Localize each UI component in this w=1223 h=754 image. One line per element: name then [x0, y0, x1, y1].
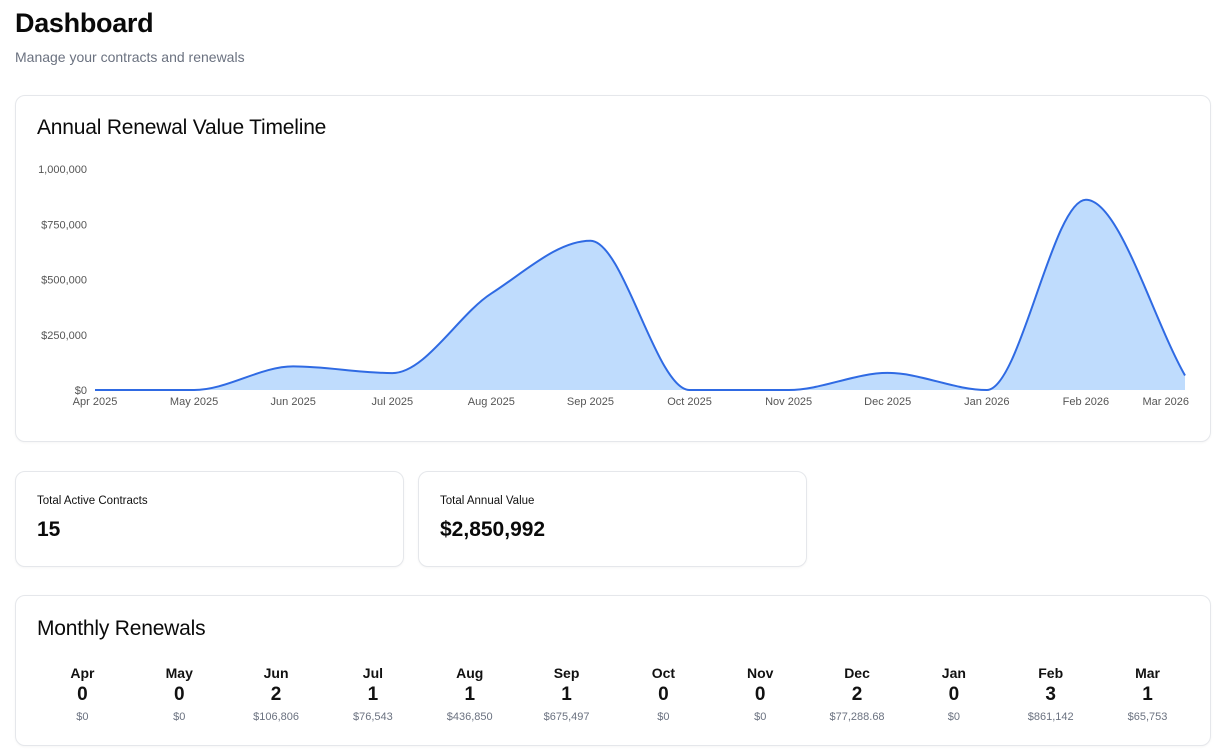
x-tick-label: Jun 2025 [271, 396, 316, 408]
x-tick-label: Sep 2025 [567, 396, 614, 408]
month-value: $0 [754, 711, 767, 723]
month-count: 0 [77, 684, 88, 705]
month-value: $0 [173, 711, 186, 723]
renewal-timeline-chart: $0 $250,000 $500,000 $750,000 1,000,000 Apr 2… [38, 164, 1189, 408]
x-tick-label: Mar 2026 [1143, 396, 1189, 408]
month-name: Jan [941, 665, 966, 681]
month-value: $675,497 [543, 711, 590, 723]
month-column: May 0 $0 [131, 665, 228, 724]
month-name: Nov [746, 665, 774, 681]
month-name: Sep [553, 665, 580, 681]
month-value: $0 [657, 711, 670, 723]
renewal-timeline-card: $0 $250,000 $500,000 $750,000 1,000,000 Apr 2… [15, 95, 1211, 442]
month-column: Jan 0 $0 [905, 665, 1002, 724]
month-name: Apr [70, 665, 95, 681]
total-annual-value-label: Total Annual Value [440, 495, 535, 507]
month-column: Oct 0 $0 [615, 665, 712, 724]
total-annual-value-card: Total Annual Value $2,850,992 [418, 471, 807, 567]
month-count: 1 [367, 684, 379, 705]
month-column: Dec 2 $77,288.68 [809, 665, 906, 724]
month-column: Jun 2 $106,806 [228, 665, 325, 724]
renewal-timeline-title: Annual Renewal Value Timeline [37, 116, 327, 139]
month-value: $77,288.68 [829, 711, 885, 723]
month-column: Aug 1 $436,850 [421, 665, 518, 724]
month-column: Apr 0 $0 [34, 665, 131, 724]
month-column: Sep 1 $675,497 [518, 665, 615, 724]
month-column: Jul 1 $76,543 [324, 665, 421, 724]
month-value: $0 [76, 711, 89, 723]
x-tick-label: Oct 2025 [667, 396, 712, 408]
monthly-renewals-row: Apr 0 $0 May 0 $0 Jun 2 $106,806 Jul 1 $… [34, 665, 1196, 724]
month-column: Nov 0 $0 [712, 665, 809, 724]
month-name: Jul [362, 665, 384, 681]
month-value: $861,142 [1027, 711, 1074, 723]
month-count: 1 [561, 684, 572, 705]
month-column: Feb 3 $861,142 [1002, 665, 1099, 724]
x-tick-label: Dec 2025 [864, 396, 911, 408]
month-count: 1 [464, 684, 476, 705]
month-count: 2 [270, 684, 282, 705]
monthly-renewals-title: Monthly Renewals [37, 617, 206, 640]
month-value: $76,543 [353, 711, 393, 723]
y-tick-label: 1,000,000 [38, 164, 87, 176]
renewal-series-line [94, 198, 1186, 392]
month-count: 2 [851, 684, 863, 705]
page-title: Dashboard [15, 8, 154, 38]
y-tick-label: $0 [75, 385, 87, 397]
month-value: $65,753 [1127, 711, 1168, 723]
month-name: Aug [456, 665, 484, 681]
month-count: 3 [1045, 684, 1056, 705]
total-active-contracts-value: 15 [37, 518, 61, 541]
x-tick-label: Apr 2025 [73, 396, 118, 408]
month-count: 0 [658, 684, 669, 705]
total-active-contracts-label: Total Active Contracts [37, 495, 148, 507]
month-value: $106,806 [253, 711, 300, 723]
month-name: Mar [1135, 665, 1160, 681]
monthly-renewals-card: Monthly Renewals Apr 0 $0 May 0 $0 Jun 2… [15, 595, 1211, 746]
y-tick-label: $500,000 [41, 275, 87, 287]
month-name: May [165, 665, 193, 681]
y-tick-label: $750,000 [41, 219, 87, 231]
month-value: $0 [947, 711, 960, 723]
month-count: 0 [948, 684, 960, 705]
x-tick-label: Nov 2025 [765, 396, 812, 408]
month-count: 0 [754, 684, 766, 705]
month-name: Dec [844, 665, 870, 681]
y-tick-label: $250,000 [41, 330, 87, 342]
x-tick-label: May 2025 [170, 396, 218, 408]
month-name: Feb [1038, 665, 1064, 681]
page-header: Dashboard Manage your contracts and rene… [15, 6, 245, 66]
renewal-area-fill [95, 199, 1185, 390]
month-column: Mar 1 $65,753 [1099, 665, 1196, 724]
month-count: 0 [173, 684, 185, 705]
month-name: Oct [651, 665, 676, 681]
total-active-contracts-card: Total Active Contracts 15 [15, 471, 404, 567]
x-tick-label: Jul 2025 [371, 396, 413, 408]
month-name: Jun [263, 665, 289, 681]
total-annual-value-value: $2,850,992 [440, 518, 546, 541]
page-subtitle: Manage your contracts and renewals [15, 49, 245, 65]
x-tick-label: Aug 2025 [468, 396, 515, 408]
x-tick-label: Jan 2026 [964, 396, 1009, 408]
month-value: $436,850 [446, 711, 493, 723]
x-tick-label: Feb 2026 [1063, 396, 1109, 408]
month-count: 1 [1142, 684, 1153, 705]
